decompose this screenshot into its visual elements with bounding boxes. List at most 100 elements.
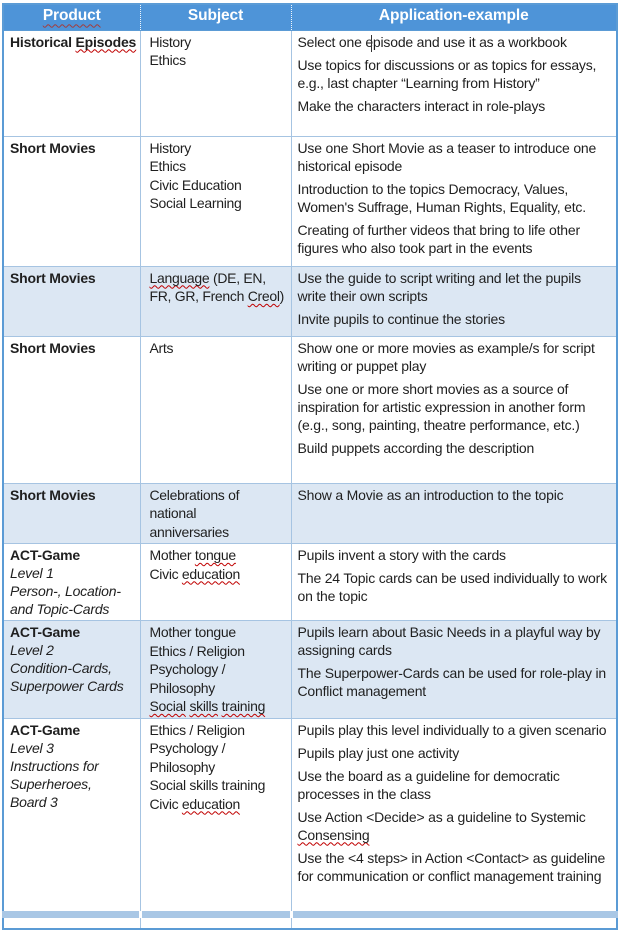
- cell-application[interactable]: Show one or more movies as example/s for…: [290, 335, 618, 484]
- text-segment: training: [221, 698, 266, 714]
- cell-application[interactable]: Select one episode and use it as a workb…: [290, 29, 618, 137]
- text-segment: ACT-Game: [10, 721, 80, 738]
- paragraph: Social skills training: [150, 697, 289, 716]
- text-segment: Creating of further videos that bring to…: [297, 221, 581, 256]
- cell-subject[interactable]: Arts: [139, 335, 292, 484]
- paragraph: and Topic-Cards: [10, 600, 138, 618]
- text-segment: Use the guide to script writing and let …: [297, 269, 582, 304]
- paragraph: national: [150, 504, 289, 523]
- cell-application[interactable]: Pupils play this level individually to a…: [290, 717, 618, 930]
- cell-application[interactable]: Use one Short Movie as a teaser to intro…: [290, 135, 618, 267]
- text-segment: The 24 Topic cards can be used individua…: [297, 570, 608, 604]
- text-segment: Use the board as a guideline for democra…: [297, 767, 560, 802]
- cell-product[interactable]: Short Movies: [2, 482, 141, 544]
- text-segment: Psychology /: [149, 661, 226, 677]
- paragraph: Creating of further videos that bring to…: [298, 221, 614, 257]
- text-segment: Social skills training: [149, 777, 266, 793]
- text-segment: Philosophy: [149, 679, 216, 696]
- column-header-product[interactable]: Product: [3, 4, 140, 31]
- cell-application[interactable]: Pupils invent a story with the cards The …: [290, 543, 618, 621]
- text-segment: History: [149, 139, 192, 156]
- paragraph: Philosophy: [150, 679, 289, 698]
- text-segment: Short Movies: [10, 139, 96, 156]
- paragraph: Pupils learn about Basic Needs in a play…: [298, 623, 614, 659]
- text-segment: Social: [149, 698, 187, 714]
- table-header: Product Subject Application-example: [3, 4, 617, 31]
- paragraph: Instructions for: [10, 757, 138, 775]
- paragraph: Ethics: [150, 157, 289, 176]
- paragraph: History: [150, 33, 289, 52]
- text-segment: Creol: [247, 288, 280, 304]
- header-row: Product Subject Application-example: [3, 4, 617, 31]
- cell-subject[interactable]: History Ethics: [139, 29, 292, 137]
- text-segment: Mother: [149, 547, 195, 563]
- column-header-subject[interactable]: Subject: [139, 4, 291, 31]
- text-segment: education: [181, 565, 240, 582]
- paragraph: The Superpower-Cards can be used for rol…: [298, 664, 614, 700]
- paragraph: Pupils invent a story with the cards: [298, 546, 614, 564]
- text-segment: Build puppets according the description: [297, 439, 535, 456]
- cell-subject[interactable]: Celebrations of national anniversaries: [139, 482, 292, 544]
- paragraph: Philosophy: [150, 758, 289, 777]
- text-segment: Ethics / Religion: [149, 721, 246, 738]
- text-segment: Show a Movie as an introduction to the t…: [297, 486, 564, 503]
- cell-application[interactable]: Use the guide to script writing and let …: [290, 265, 618, 337]
- text-segment: Philosophy: [149, 758, 216, 775]
- text-segment: Use topics for discussions or as topics …: [297, 56, 597, 91]
- table-row: ACT-Game Level 2 Condition-Cards, Superpowe…: [2, 620, 618, 719]
- column-divider-gap: [139, 911, 142, 918]
- text-segment: and Topic-Cards: [10, 601, 110, 617]
- paragraph: The 24 Topic cards can be used individua…: [298, 569, 614, 605]
- paragraph: Board 3: [10, 793, 138, 811]
- cell-application[interactable]: Pupils learn about Basic Needs in a play…: [290, 620, 618, 719]
- paragraph: Pupils play just one activity: [298, 744, 614, 762]
- products-table: Product Subject Application-example Hist…: [2, 3, 618, 930]
- text-segment: ): [279, 288, 285, 304]
- text-segment: The Superpower-Cards can be used for rol…: [297, 665, 607, 699]
- paragraph: Use one or more short movies as a source…: [298, 380, 614, 434]
- text-segment: Social Learning: [149, 195, 242, 211]
- cell-product[interactable]: Historical Episodes: [2, 29, 141, 137]
- cell-product[interactable]: Short Movies: [2, 335, 141, 484]
- paragraph: Historical Episodes: [10, 33, 138, 51]
- cell-subject[interactable]: History Ethics Civic Education Social Learn…: [139, 135, 292, 267]
- text-segment: FR, GR, French: [149, 288, 248, 304]
- text-segment: Short Movies: [10, 339, 96, 356]
- paragraph: Level 1: [10, 564, 138, 582]
- cell-product[interactable]: ACT-Game Level 3 Instructions for Superhero…: [2, 717, 141, 930]
- table-row: Short Movies Celebrations of national anniv…: [2, 482, 618, 544]
- text-segment: Historical: [10, 33, 76, 50]
- cell-product[interactable]: ACT-Game Level 1 Person-, Location-and Top…: [2, 543, 141, 621]
- text-segment: Consensing: [297, 826, 370, 843]
- paragraph: Language (DE, EN,: [150, 269, 289, 288]
- paragraph: Social Learning: [150, 194, 289, 213]
- text-segment: Short Movies: [10, 486, 96, 503]
- text-segment: Level 2: [10, 642, 54, 658]
- text-segment: Use the <4 steps> in Action <Contact> as…: [297, 849, 606, 884]
- text-segment: Ethics / Religion: [149, 642, 246, 659]
- text-segment: Civic: [149, 795, 182, 812]
- paragraph: Show one or more movies as example/s for…: [298, 339, 614, 375]
- cell-subject[interactable]: Mother tongue Civic education: [139, 543, 292, 621]
- cell-application[interactable]: Show a Movie as an introduction to the t…: [290, 482, 618, 544]
- paragraph: Mother tongue: [150, 623, 289, 642]
- paragraph: Civic education: [150, 565, 289, 584]
- cell-subject[interactable]: Ethics / Religion Psychology / Philosophy S…: [139, 717, 292, 930]
- cell-subject[interactable]: Language (DE, EN, FR, GR, French Creol): [139, 265, 292, 337]
- cell-product[interactable]: Short Movies: [2, 135, 141, 267]
- paragraph: History: [150, 139, 289, 158]
- text-segment: Show one or more movies as example/s for…: [297, 339, 595, 374]
- cell-product[interactable]: ACT-Game Level 2 Condition-Cards, Superpowe…: [2, 620, 141, 719]
- text-segment: Level 3: [10, 739, 54, 756]
- column-header-application[interactable]: Application-example: [290, 4, 617, 31]
- cell-subject[interactable]: Mother tongue Ethics / Religion Psychology…: [139, 620, 292, 719]
- text-segment: Civic: [149, 565, 182, 582]
- text-segment: Pupils play this level individually to a…: [297, 721, 607, 738]
- paragraph: FR, GR, French Creol): [150, 287, 289, 306]
- text-segment: Psychology /: [149, 740, 226, 756]
- paragraph: Celebrations of: [150, 486, 289, 505]
- column-divider-gap: [290, 911, 293, 918]
- table-row: ACT-Game Level 1 Person-, Location-and Top…: [2, 543, 618, 621]
- text-segment: ACT-Game: [10, 624, 80, 640]
- cell-product[interactable]: Short Movies: [2, 265, 141, 337]
